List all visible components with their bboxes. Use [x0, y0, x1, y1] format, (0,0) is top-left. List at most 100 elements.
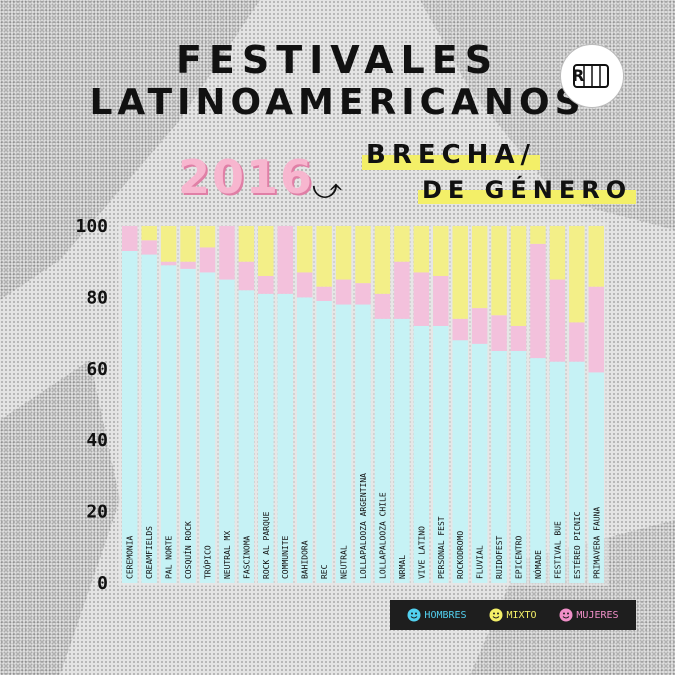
bar-segment-mixto: [160, 226, 177, 262]
bar-segment-mixto: [394, 226, 410, 262]
bar-segment-hombres: [296, 297, 313, 583]
bar-segment-mixto: [374, 226, 391, 294]
legend-item-hombres: HOMBRES: [407, 608, 467, 622]
category-label: EPICENTRO: [515, 535, 524, 579]
bar-segment-mixto: [413, 226, 430, 273]
category-label: ESTÉREO PICNIC: [571, 511, 582, 579]
y-tick-label: 100: [75, 216, 108, 237]
bar-segment-mixto: [471, 226, 488, 309]
category-label: FLUVIAL: [476, 545, 485, 579]
bar-segment-mujeres: [433, 275, 449, 326]
arrow-icon: ⤻: [312, 172, 342, 205]
bar-segment-mujeres: [238, 261, 255, 291]
bar-segment-mujeres: [122, 226, 138, 251]
bar-segment-mujeres: [530, 243, 546, 359]
bar-segment-mixto: [549, 226, 566, 280]
category-label: COMMUNITE: [281, 535, 290, 579]
bar-segment-hombres: [238, 290, 255, 583]
category-labels: CEREMONIA CREAMFIELDS PAL NORTE COSQUÍN ROC…: [126, 473, 602, 579]
bar-segment-hombres: [160, 265, 177, 583]
bar-segment-mixto: [510, 226, 527, 326]
title-line-1: FESTIVALES: [175, 38, 500, 82]
bar-segment-mixto: [238, 226, 255, 262]
bar-segment-hombres: [180, 268, 196, 583]
bar-segment-hombres: [355, 304, 371, 583]
bar-segment-mixto: [316, 226, 332, 287]
bar-segment-mixto: [180, 226, 196, 262]
category-label: FASCINOMA: [242, 535, 251, 579]
svg-text:R: R: [572, 66, 584, 85]
year-label: 2016: [178, 150, 315, 204]
bar-segment-mujeres: [452, 318, 468, 341]
bar-segment-hombres: [413, 325, 430, 583]
legend-item-mujeres: MUJERES: [559, 608, 619, 622]
subtitle-line-2: DE GÉNERO: [418, 176, 637, 204]
bar-segment-mujeres: [569, 322, 585, 362]
category-label: FESTIVAL BUE: [553, 521, 562, 579]
bar-segment-hombres: [335, 304, 352, 583]
bar-segment-mujeres: [199, 247, 216, 273]
bar-segment-hombres: [588, 372, 604, 583]
bar-segment-mujeres: [277, 226, 293, 294]
bar-segment-mixto: [355, 226, 371, 284]
category-label: LOLLAPALOOZA CHILE: [378, 492, 387, 579]
bar-segment-hombres: [219, 279, 235, 583]
bar-segment-hombres: [433, 325, 449, 583]
category-label: RUIDOFEST: [495, 535, 504, 579]
bar-segment-hombres: [530, 358, 546, 583]
category-label: ROCK AL PARQUE: [262, 511, 271, 579]
bar-segment-mujeres: [316, 286, 332, 301]
bar-segment-mujeres: [510, 325, 527, 351]
y-tick-label: 40: [86, 430, 108, 451]
bar-segment-mixto: [141, 226, 157, 241]
smiley-face-icon: [489, 608, 503, 622]
bar-segment-hombres: [141, 254, 157, 583]
category-label: ROCKODROMO: [456, 531, 465, 579]
bar-segment-mixto: [452, 226, 468, 319]
legend-label: MUJERES: [576, 609, 619, 621]
bar-segment-mujeres: [296, 272, 313, 298]
legend-label: MIXTO: [506, 609, 537, 621]
bar-segment-mixto: [335, 226, 352, 280]
bar-segment-mujeres: [491, 315, 507, 351]
bar-segment-hombres: [374, 318, 391, 583]
y-tick-label: 60: [86, 359, 108, 380]
bar-segment-mujeres: [374, 293, 391, 319]
bar-segment-mixto: [199, 226, 216, 248]
legend-label: HOMBRES: [424, 609, 467, 621]
bar-segment-mixto: [588, 226, 604, 287]
legend-item-mixto: MIXTO: [489, 608, 537, 622]
bar-segment-hombres: [549, 361, 566, 583]
bar-segment-hombres: [452, 340, 468, 583]
category-label: TRÓPICO: [201, 545, 212, 579]
y-axis: 0 20 40 60 80 100: [75, 216, 108, 594]
category-label: REC: [320, 564, 329, 579]
bar-segment-hombres: [199, 272, 216, 583]
category-label: NEUTRAL: [340, 545, 349, 579]
bar-segment-hombres: [258, 293, 274, 583]
y-tick-label: 0: [97, 573, 108, 594]
bar-segment-mixto: [530, 226, 546, 244]
bar-segment-mujeres: [549, 279, 566, 362]
bar-segment-mujeres: [141, 240, 157, 255]
category-label: COSQUÍN ROCK: [182, 521, 193, 579]
logo-icon: R: [572, 64, 609, 88]
subtitle-line-1: BRECHA/: [362, 140, 541, 170]
category-label: PAL NORTE: [165, 535, 174, 579]
bar-segment-mujeres: [335, 279, 352, 305]
legend: HOMBRES MIXTO MUJERES: [390, 600, 636, 630]
bar-segment-mixto: [296, 226, 313, 273]
bar-segment-mujeres: [355, 283, 371, 305]
bar-segment-mixto: [491, 226, 507, 316]
bar-segment-mujeres: [160, 261, 177, 266]
category-label: BAHIDORA: [301, 540, 310, 579]
smiley-face-icon: [559, 608, 573, 622]
bar-segment-mujeres: [258, 275, 274, 294]
bar-segment-mujeres: [471, 308, 488, 344]
bar-segment-hombres: [394, 318, 410, 583]
bar-segment-hombres: [471, 343, 488, 583]
category-label: VIVE LATINO: [417, 526, 426, 579]
bar-segment-hombres: [122, 250, 138, 584]
bar-segment-mixto: [258, 226, 274, 276]
